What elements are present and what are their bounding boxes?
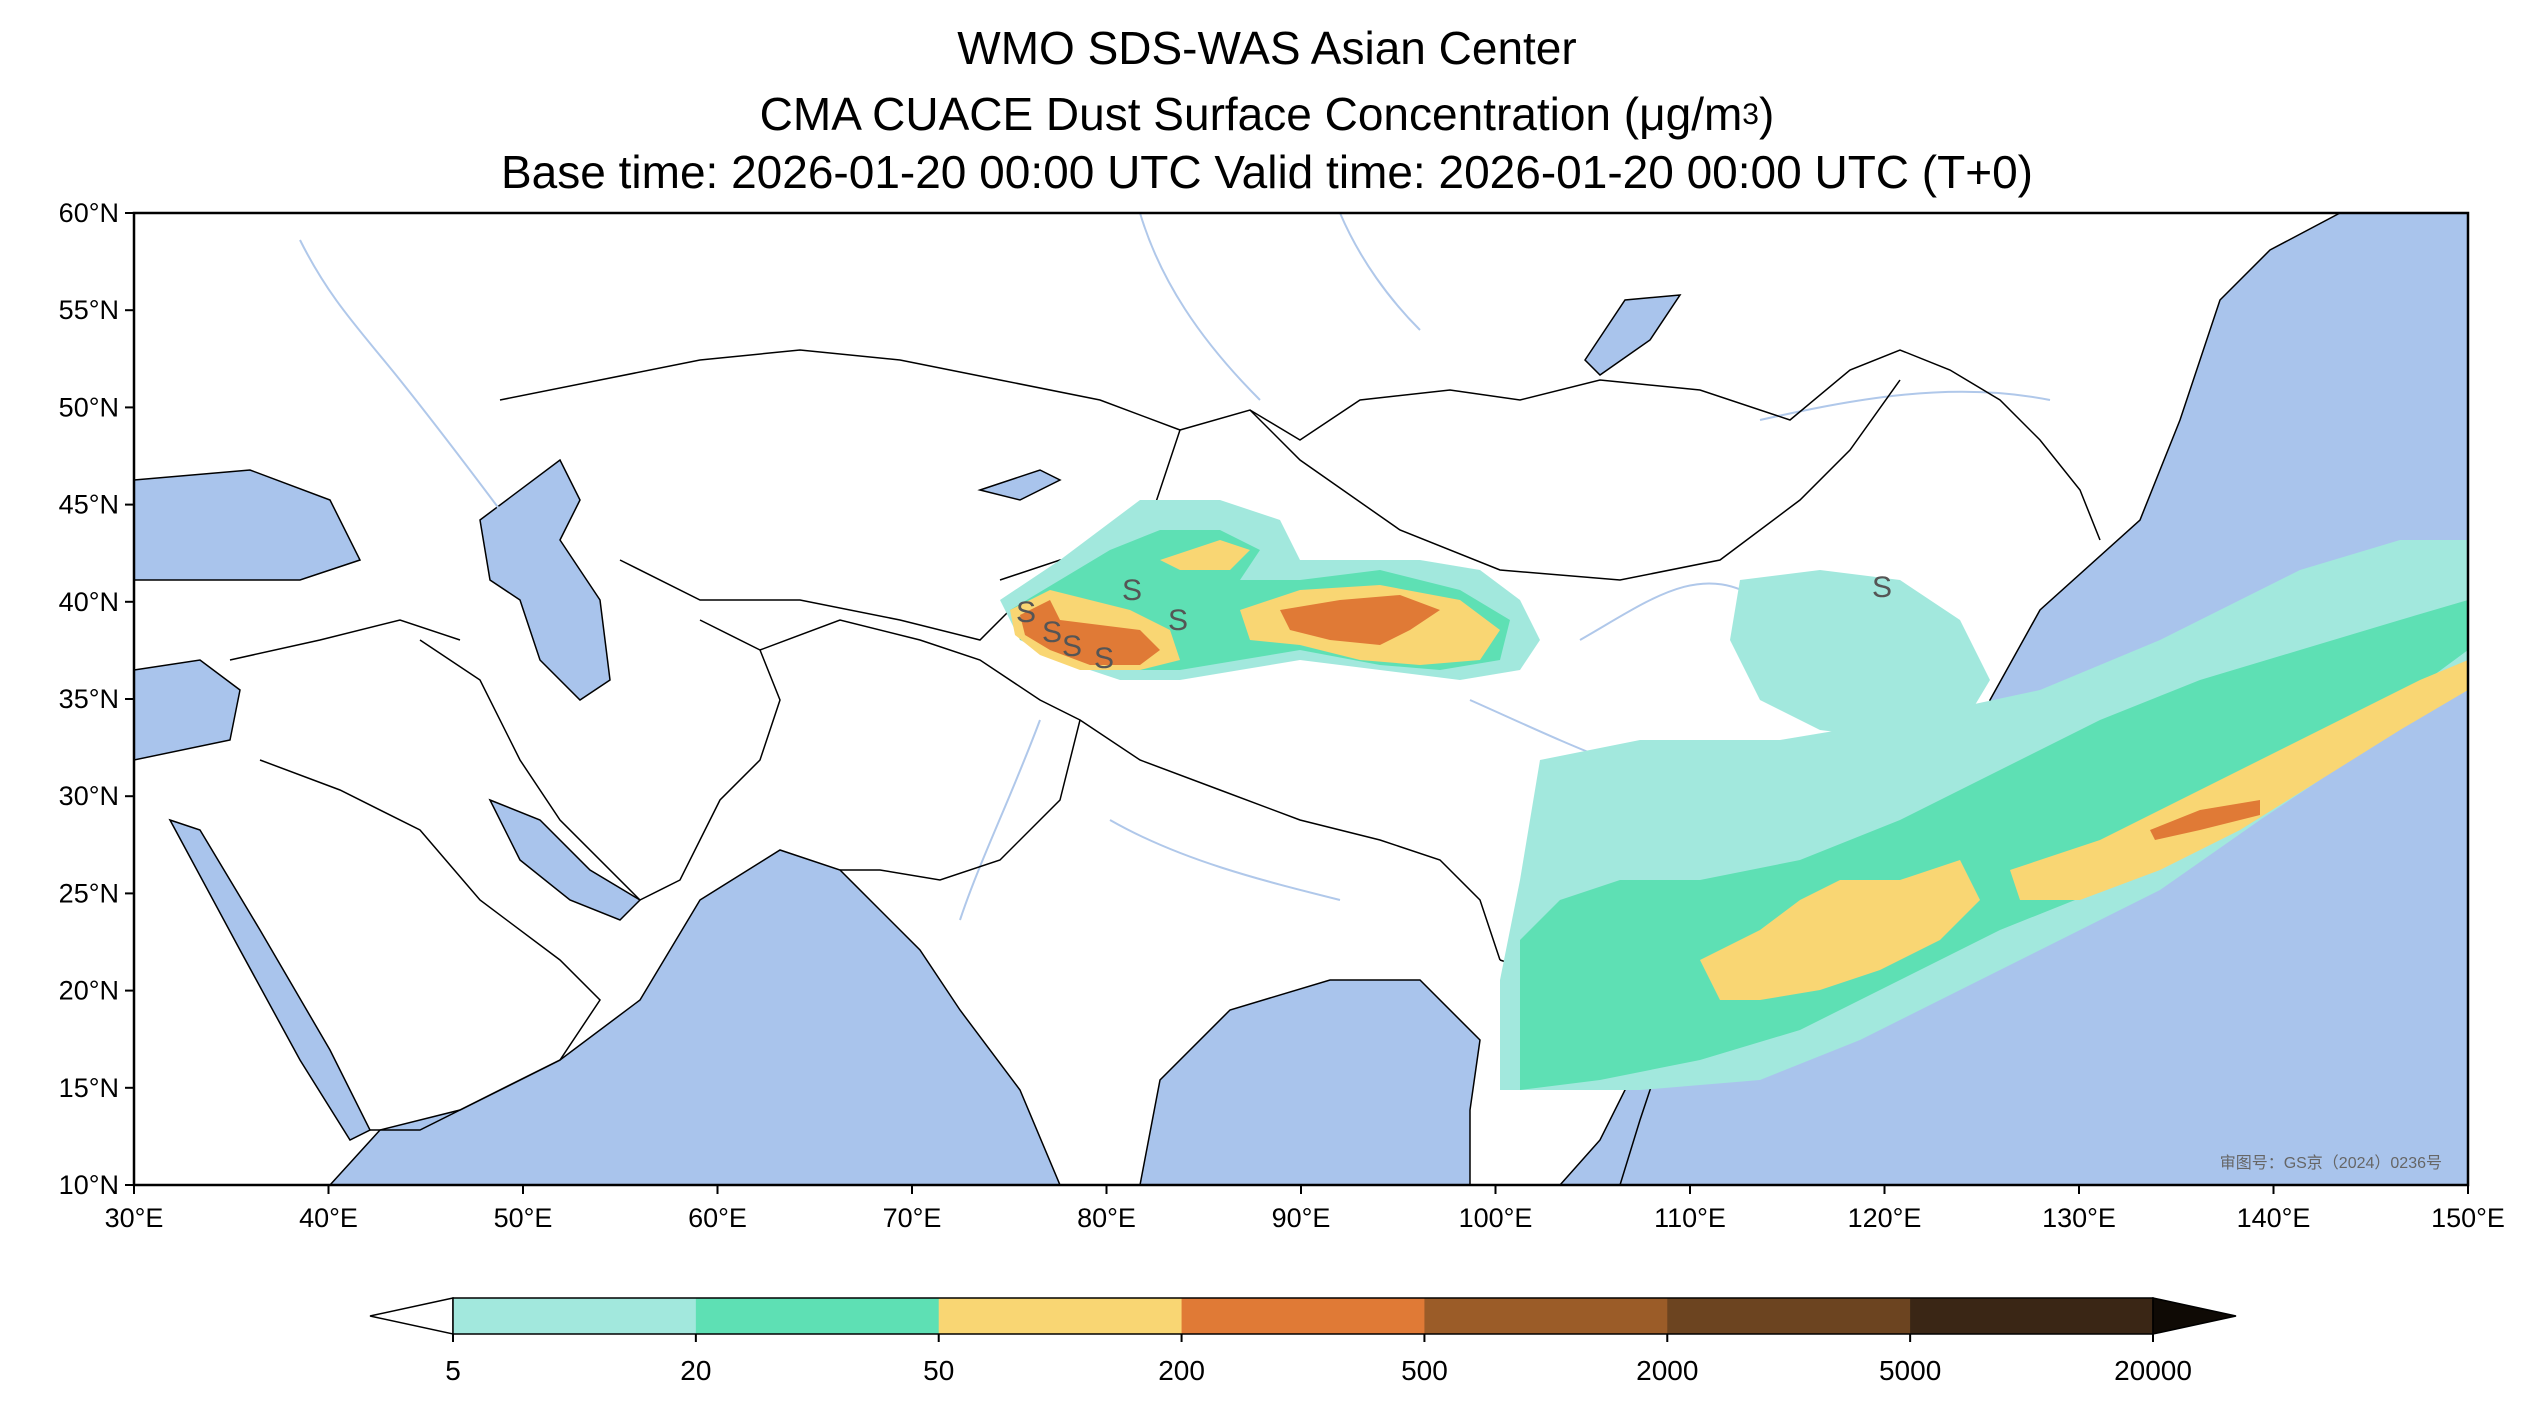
source-marker: S <box>1122 574 1142 607</box>
lat-tick-label: 40°N <box>59 587 119 617</box>
colorbar: 5 20 50 200 500 2000 5000 20000 <box>369 1297 2237 1386</box>
river-ob <box>1139 213 1261 401</box>
colorbar-tick-label: 5000 <box>1879 1355 1941 1386</box>
colorbar-ticks: 5 20 50 200 500 2000 5000 20000 <box>445 1334 2192 1386</box>
lat-tick-label: 45°N <box>59 490 119 520</box>
lon-tick-label: 120°E <box>1848 1203 1922 1233</box>
colorbar-tick-label: 20 <box>680 1355 711 1386</box>
lat-tick-label: 60°N <box>59 198 119 228</box>
lon-tick-label: 80°E <box>1077 1203 1136 1233</box>
colorbar-tick-label: 20000 <box>2114 1355 2192 1386</box>
colorbar-tick-label: 5 <box>445 1355 461 1386</box>
border-mongolia <box>1249 379 1901 581</box>
lon-tick-label: 60°E <box>688 1203 747 1233</box>
lat-tick-label: 30°N <box>59 781 119 811</box>
colorbar-over-triangle <box>2152 1297 2237 1335</box>
border-layer <box>229 349 2101 1185</box>
colorbar-tick-label: 2000 <box>1636 1355 1698 1386</box>
lat-axis: 60°N 55°N 50°N 45°N 40°N 35°N 30°N 25°N 20°N 15°N… <box>59 198 119 1200</box>
colorbar-under-triangle <box>369 1297 454 1335</box>
source-marker: S <box>1872 571 1892 604</box>
source-marker: S <box>1062 630 1082 663</box>
colorbar-segment <box>938 1298 1183 1334</box>
lon-tick-label: 110°E <box>1654 1203 1726 1233</box>
persian-gulf <box>488 798 642 921</box>
border-arabia <box>259 759 601 1131</box>
source-marker: S <box>1042 616 1062 649</box>
dust-band-tarim-basin <box>1000 500 1540 680</box>
lon-tick-label: 100°E <box>1459 1203 1533 1233</box>
lon-tick-label: 30°E <box>105 1203 164 1233</box>
time-info: Base time: 2026-01-20 00:00 UTC Valid ti… <box>501 146 2033 198</box>
colorbar-segment <box>1181 1298 1425 1334</box>
colorbar-segments <box>453 1298 2154 1334</box>
colorbar-tick-label: 500 <box>1401 1355 1448 1386</box>
black-sea <box>134 469 362 581</box>
lon-tick-label: 40°E <box>299 1203 358 1233</box>
river-volga <box>299 239 501 511</box>
border-india-china <box>1079 719 1501 961</box>
border-russia-china <box>1179 349 2101 541</box>
approval-number: 审图号：GS京（2024）0236号 <box>2220 1154 2442 1172</box>
source-marker: S <box>1168 604 1188 637</box>
lon-tick-label: 90°E <box>1272 1203 1331 1233</box>
caspian-sea <box>479 458 611 701</box>
map-title: WMO SDS-WAS Asian Center <box>957 22 1577 74</box>
colorbar-segment <box>695 1298 940 1334</box>
lat-tick-label: 50°N <box>59 392 119 422</box>
lat-tick-label: 15°N <box>59 1073 119 1103</box>
dust-layer <box>1000 500 2468 1090</box>
ocean-layer <box>134 213 2468 1185</box>
lon-axis: 30°E 40°E 50°E 60°E 70°E 80°E 90°E 100°E 110°E 12… <box>105 1203 2505 1233</box>
colorbar-segment <box>453 1298 697 1334</box>
lat-tick-label: 25°N <box>59 878 119 908</box>
colorbar-frame <box>452 1297 2154 1335</box>
dust-band-east-china-pacific <box>1500 540 2468 1090</box>
lon-tick-label: 150°E <box>2431 1203 2505 1233</box>
colorbar-tick-label: 200 <box>1158 1355 1205 1386</box>
lon-tick-label: 70°E <box>883 1203 942 1233</box>
axis-ticks <box>125 212 2469 1194</box>
colorbar-segment <box>1667 1298 1911 1334</box>
bay-of-bengal <box>1139 979 1481 1185</box>
source-markers: S S S S S S S <box>1016 571 1892 675</box>
colorbar-tick-label: 50 <box>923 1355 954 1386</box>
river-indus <box>959 719 1041 921</box>
lake-balkhash <box>977 469 1062 501</box>
lon-tick-label: 130°E <box>2042 1203 2116 1233</box>
river-yenisei <box>1339 213 1421 331</box>
lat-tick-label: 20°N <box>59 976 119 1006</box>
map-content: S S S S S S S 审图号：GS京（2024）0236号 <box>134 213 2468 1185</box>
river-amur <box>1759 390 2051 421</box>
map-subtitle: CMA CUACE Dust Surface Concentration (μg… <box>759 88 1775 140</box>
lon-tick-label: 140°E <box>2237 1203 2311 1233</box>
mediterranean-sea <box>134 659 241 761</box>
colorbar-segment <box>1424 1298 1668 1334</box>
river-ganges <box>1109 819 1341 901</box>
lat-tick-label: 35°N <box>59 684 119 714</box>
lon-tick-label: 50°E <box>494 1203 553 1233</box>
lake-baikal <box>1584 294 1682 376</box>
source-marker: S <box>1094 642 1114 675</box>
lat-tick-label: 10°N <box>59 1170 119 1200</box>
border-turkey-syria <box>229 619 461 661</box>
border-iran <box>419 619 781 901</box>
lat-tick-label: 55°N <box>59 295 119 325</box>
source-marker: S <box>1016 596 1036 629</box>
colorbar-segment <box>1910 1298 2154 1334</box>
